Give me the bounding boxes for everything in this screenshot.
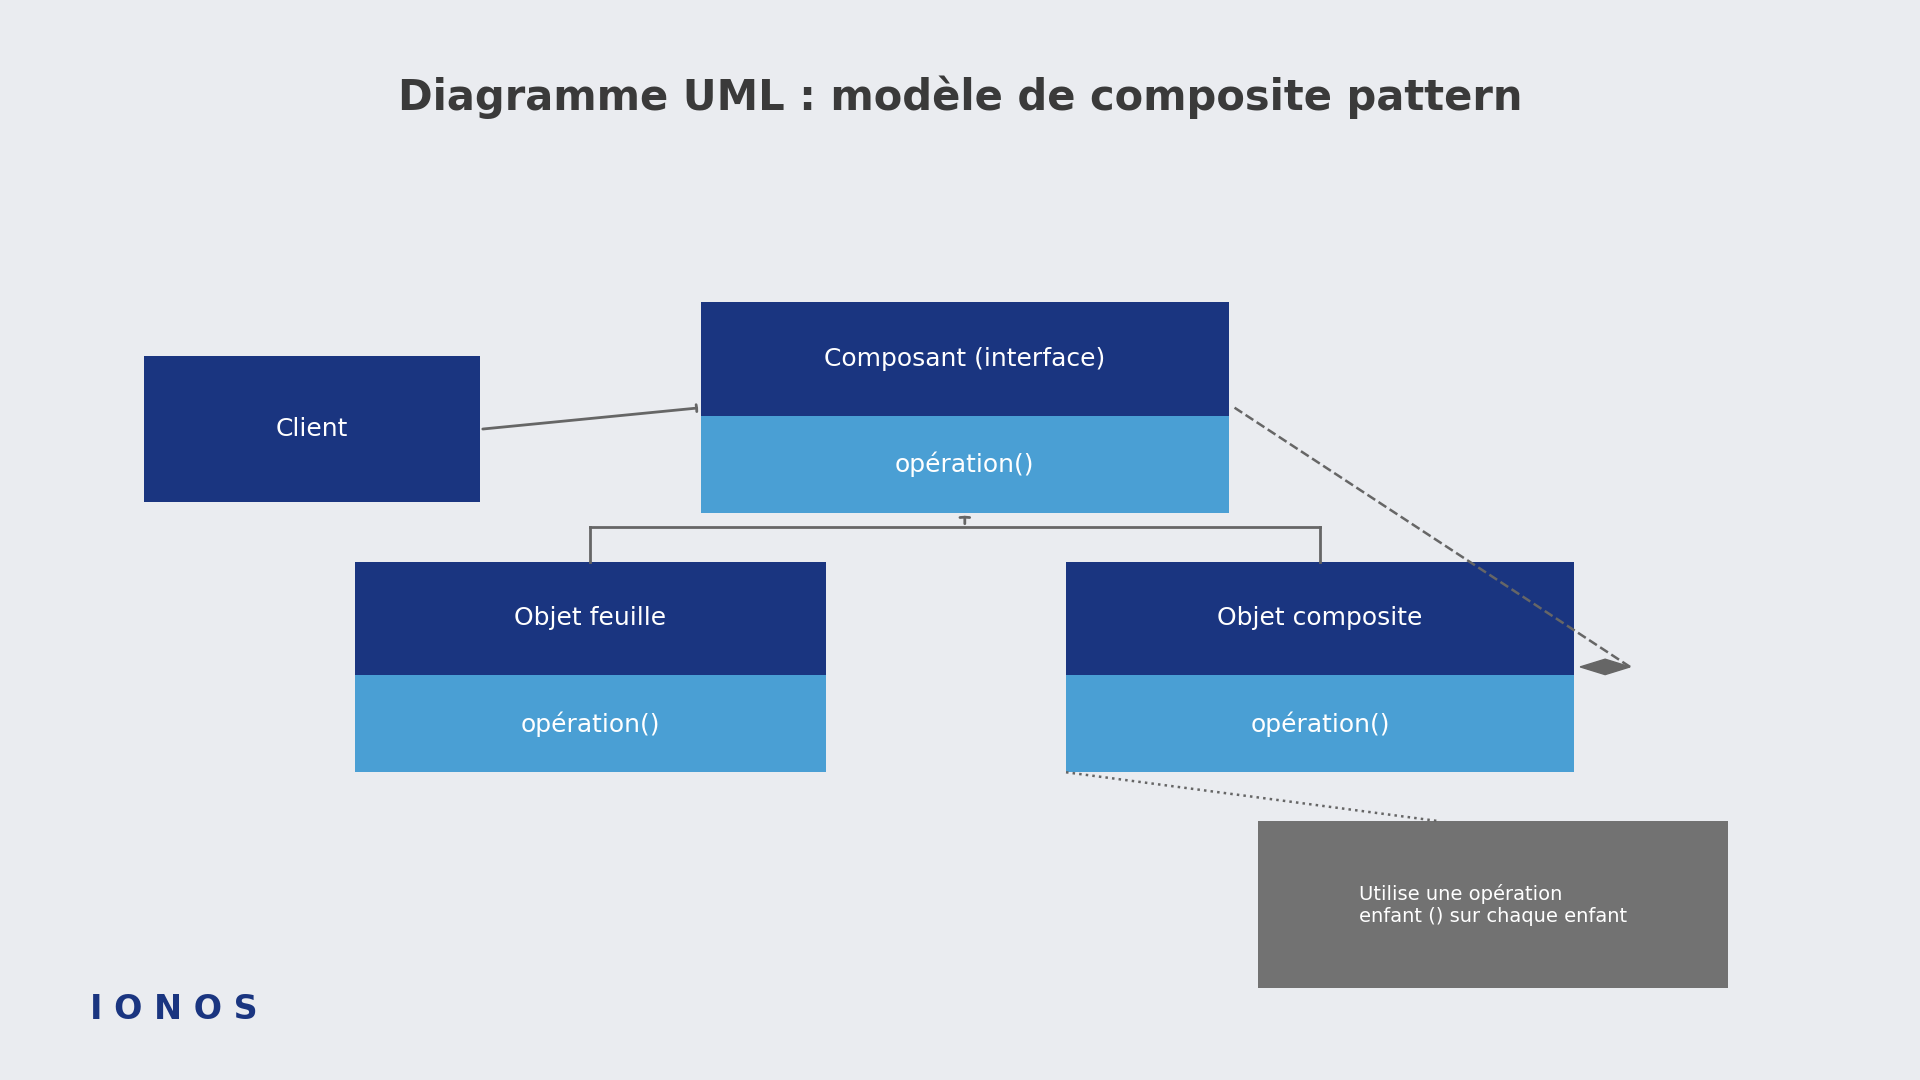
Text: opération(): opération() (520, 711, 660, 737)
FancyBboxPatch shape (355, 562, 826, 675)
Text: Utilise une opération
enfant () sur chaque enfant: Utilise une opération enfant () sur chaq… (1359, 883, 1626, 926)
FancyBboxPatch shape (355, 675, 826, 772)
FancyBboxPatch shape (1258, 821, 1728, 988)
Polygon shape (1580, 659, 1630, 675)
Text: Composant (interface): Composant (interface) (824, 348, 1106, 372)
FancyBboxPatch shape (144, 356, 480, 502)
FancyBboxPatch shape (1066, 562, 1574, 675)
Text: Objet feuille: Objet feuille (515, 607, 666, 631)
Text: Objet composite: Objet composite (1217, 607, 1423, 631)
FancyBboxPatch shape (1066, 675, 1574, 772)
Text: Diagramme UML : modèle de composite pattern: Diagramme UML : modèle de composite patt… (397, 76, 1523, 119)
Text: Client: Client (276, 417, 348, 442)
FancyBboxPatch shape (701, 416, 1229, 513)
Text: opération(): opération() (1250, 711, 1390, 737)
Text: I O N O S: I O N O S (90, 994, 257, 1026)
FancyBboxPatch shape (701, 302, 1229, 416)
Text: opération(): opération() (895, 451, 1035, 477)
